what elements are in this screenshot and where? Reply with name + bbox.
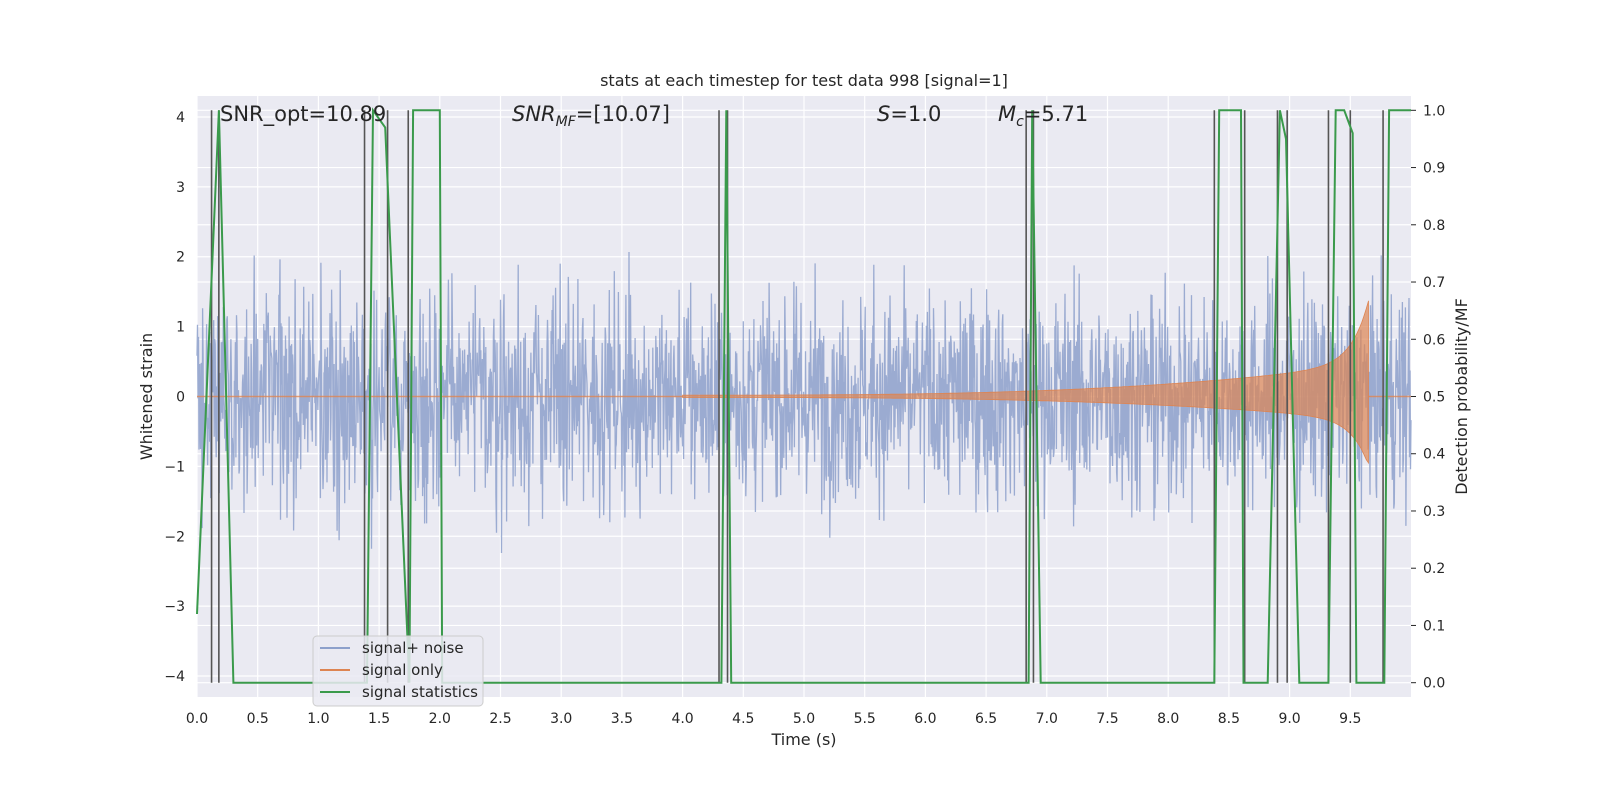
y2-tick-label: 0.8 [1423, 218, 1445, 234]
x-tick-label: 6.5 [975, 711, 997, 727]
s-annotation: S=1.0 [877, 102, 941, 126]
x-tick-label: 9.5 [1339, 711, 1361, 727]
signal-statistics-series [196, 107, 1411, 684]
y2-tick-label: 0.4 [1423, 447, 1445, 463]
x-tick-label: 4.5 [732, 711, 754, 727]
y-tick-label: −3 [164, 599, 185, 615]
y-tick-label: 2 [176, 250, 185, 266]
mc-main: M [998, 102, 1016, 126]
x-tick-label: 8.5 [1218, 711, 1240, 727]
y2-tick-label: 0.2 [1423, 561, 1445, 577]
legend-label: signal statistics [362, 683, 478, 701]
mc-annotation: Mc=5.71 [998, 102, 1088, 130]
y-axis-label: Whitened strain [137, 333, 156, 460]
signal-noise-series [196, 251, 1412, 554]
signal-noise-line [196, 251, 1412, 554]
y-tick-label: 1 [176, 320, 185, 336]
x-tick-label: 0.5 [247, 711, 269, 727]
snr-mf-main: SNR [512, 102, 556, 126]
y2-tick-label: 0.1 [1423, 618, 1445, 634]
y2-tick-label: 0.0 [1423, 676, 1445, 692]
x-tick-label: 3.5 [611, 711, 633, 727]
snr-mf-value: =[10.07] [576, 102, 670, 126]
y2-tick-label: 1.0 [1423, 103, 1445, 119]
mc-value: =5.71 [1024, 102, 1088, 126]
x-tick-label: 1.5 [368, 711, 390, 727]
y2-tick-label: 0.6 [1423, 332, 1445, 348]
signal-statistics-line [196, 107, 1411, 684]
x-tick-label: 8.0 [1157, 711, 1179, 727]
y-tick-label: 4 [176, 110, 185, 126]
snr-opt-annotation: SNR_opt=10.89 [220, 102, 386, 127]
chart-title: stats at each timestep for test data 998… [600, 71, 1008, 90]
snr-mf-annotation: SNRMF=[10.07] [512, 102, 670, 130]
x-tick-label: 6.0 [914, 711, 936, 727]
x-tick-label: 5.5 [854, 711, 876, 727]
legend-label: signal only [362, 661, 443, 679]
axes: 0.0 0.5 1.0 1.5 2.0 2.5 3.0 3.5 4.0 4.5 5.0 5.5 6.0 6… [164, 103, 1445, 727]
legend-box [312, 635, 484, 707]
x-tick-label: 5.0 [793, 711, 815, 727]
y2-tick-label: 0.3 [1423, 504, 1445, 520]
mc-sub: c [1016, 114, 1024, 130]
x-tick-label: 2.0 [429, 711, 451, 727]
y2-tick-label: 0.9 [1423, 161, 1445, 177]
y-tick-label: −2 [164, 529, 185, 545]
y2-tick-label: 0.5 [1423, 390, 1445, 406]
x-tick-label: 7.5 [1096, 711, 1118, 727]
y-tick-label: −1 [164, 459, 185, 475]
x-axis-label: Time (s) [770, 730, 836, 749]
x-tick-label: 7.0 [1036, 711, 1058, 727]
y-tick-label: 3 [176, 180, 185, 196]
x-tick-label: 2.5 [489, 711, 511, 727]
x-tick-label: 4.0 [671, 711, 693, 727]
x-tick-label: 3.0 [550, 711, 572, 727]
y-tick-label: 0 [176, 390, 185, 406]
y-tick-label: −4 [164, 669, 185, 685]
signal-only-chirp [682, 300, 1369, 465]
y2-axis-label: Detection probability/MF [1452, 298, 1471, 495]
snr-mf-sub: MF [556, 114, 577, 130]
x-tick-label: 9.0 [1278, 711, 1300, 727]
s-main: S [877, 102, 890, 126]
y2-tick-label: 0.7 [1423, 275, 1445, 291]
s-value: =1.0 [890, 102, 941, 126]
x-tick-label: 1.0 [307, 711, 329, 727]
legend-label: signal+ noise [362, 639, 464, 657]
legend: signal+ noise signal only signal statistic… [312, 635, 484, 707]
signal-only-series [197, 300, 1411, 465]
x-tick-label: 0.0 [186, 711, 208, 727]
